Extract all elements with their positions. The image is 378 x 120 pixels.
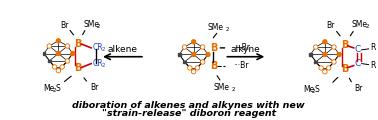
Text: alkene: alkene <box>107 45 137 54</box>
Text: S: S <box>315 85 320 94</box>
Text: 2: 2 <box>226 27 229 32</box>
Circle shape <box>65 44 70 48</box>
Circle shape <box>54 66 56 68</box>
Circle shape <box>327 66 331 70</box>
Circle shape <box>333 46 335 48</box>
Text: Br: Br <box>60 21 68 30</box>
Text: diboration of alkenes and alkynes with new: diboration of alkenes and alkynes with n… <box>72 101 305 110</box>
Circle shape <box>53 65 57 69</box>
Text: ···Br: ···Br <box>233 61 249 70</box>
Circle shape <box>61 66 63 68</box>
Circle shape <box>320 67 322 69</box>
Polygon shape <box>178 53 181 56</box>
Circle shape <box>188 66 192 70</box>
Circle shape <box>192 71 195 73</box>
Text: 2: 2 <box>366 24 369 29</box>
Text: 2: 2 <box>102 63 105 68</box>
Circle shape <box>319 66 323 70</box>
Circle shape <box>57 70 59 72</box>
Circle shape <box>67 60 68 62</box>
Circle shape <box>332 45 336 49</box>
Circle shape <box>201 60 204 64</box>
Text: Me: Me <box>43 84 55 93</box>
Text: B: B <box>341 63 349 74</box>
Circle shape <box>324 71 326 73</box>
Circle shape <box>323 70 327 74</box>
Text: B: B <box>341 40 349 50</box>
Circle shape <box>328 67 330 69</box>
Text: alkyne: alkyne <box>231 45 260 54</box>
Text: Me: Me <box>303 85 314 94</box>
Circle shape <box>192 53 195 56</box>
Circle shape <box>56 39 60 43</box>
Circle shape <box>201 45 204 49</box>
Circle shape <box>47 44 51 48</box>
Text: 2: 2 <box>312 89 316 94</box>
Circle shape <box>71 52 75 55</box>
Text: SMe: SMe <box>208 23 223 32</box>
Text: B: B <box>74 63 82 72</box>
Text: C: C <box>355 45 361 54</box>
Circle shape <box>60 65 64 69</box>
Text: CR: CR <box>92 59 103 68</box>
Text: CR: CR <box>92 43 103 52</box>
Text: B: B <box>210 43 217 53</box>
Circle shape <box>323 53 327 56</box>
Text: S: S <box>56 84 60 93</box>
Circle shape <box>201 61 204 63</box>
Circle shape <box>196 67 198 69</box>
Text: R: R <box>370 61 376 70</box>
Text: SMe: SMe <box>352 20 368 29</box>
Text: B: B <box>210 61 217 71</box>
Circle shape <box>201 46 204 48</box>
Text: R: R <box>370 43 376 52</box>
Circle shape <box>189 67 191 69</box>
Polygon shape <box>183 61 186 63</box>
Text: Br: Br <box>355 84 363 93</box>
Circle shape <box>195 66 199 70</box>
Polygon shape <box>314 61 317 63</box>
Circle shape <box>315 46 317 48</box>
Text: Br: Br <box>327 21 335 30</box>
Text: 2: 2 <box>232 87 235 92</box>
Circle shape <box>206 53 210 56</box>
Circle shape <box>337 53 341 56</box>
Circle shape <box>183 46 186 48</box>
Text: B: B <box>74 39 82 49</box>
Circle shape <box>48 45 50 47</box>
Text: 2: 2 <box>53 88 56 93</box>
Circle shape <box>333 61 335 63</box>
Circle shape <box>56 52 60 55</box>
Circle shape <box>65 59 70 63</box>
Circle shape <box>314 45 318 49</box>
Circle shape <box>323 40 327 44</box>
Text: 2: 2 <box>97 24 101 29</box>
Polygon shape <box>48 60 51 62</box>
Polygon shape <box>43 52 45 55</box>
Text: —Br: —Br <box>234 43 250 52</box>
Text: "strain-release" diboron reagent: "strain-release" diboron reagent <box>102 109 276 118</box>
Text: Br: Br <box>90 83 98 92</box>
Text: SMe: SMe <box>214 83 229 92</box>
Circle shape <box>56 69 60 73</box>
Text: 2: 2 <box>102 47 105 52</box>
Circle shape <box>192 40 195 44</box>
Circle shape <box>183 45 186 49</box>
Text: SMe: SMe <box>83 20 99 29</box>
Circle shape <box>192 70 195 74</box>
Text: C: C <box>355 59 361 68</box>
Circle shape <box>67 45 68 47</box>
Polygon shape <box>309 53 312 56</box>
Circle shape <box>332 60 336 64</box>
